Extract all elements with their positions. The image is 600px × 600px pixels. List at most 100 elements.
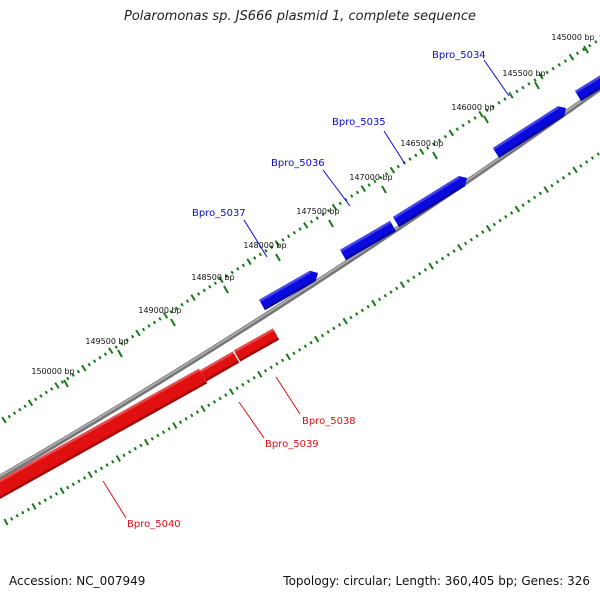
inner-ring-tick [514, 205, 521, 213]
Bpro_5036-gene[interactable] [392, 176, 467, 228]
outer-ring-tick [568, 53, 575, 61]
inner-ring-tick [596, 152, 600, 156]
inner-ring-tick [446, 253, 450, 257]
inner-ring-tick [82, 476, 87, 480]
Bpro_5037-gene[interactable] [259, 270, 318, 311]
outer-ring-tick [309, 219, 314, 224]
inner-ring-tick [26, 507, 31, 512]
scale-label: 148500 bp [191, 273, 234, 282]
outer-ring-tick [478, 110, 484, 118]
outer-ring-tick [103, 352, 108, 356]
inner-ring-tick [139, 443, 143, 448]
inner-ring-tick [167, 427, 171, 431]
inner-ring-tick [371, 299, 377, 307]
inner-ring-tick [504, 214, 508, 219]
outer-ring-tick [331, 203, 338, 211]
outer-ring-tick [515, 89, 519, 94]
inner-ring-tick [66, 485, 70, 490]
Bpro_5038-gene[interactable] [233, 328, 280, 362]
outer-ring-tick [355, 190, 360, 195]
scale-leader-tick [381, 185, 387, 194]
inner-ring-tick [285, 353, 291, 361]
Bpro_5036-part-gene[interactable] [339, 220, 397, 261]
Bpro_5039-gene[interactable] [199, 351, 240, 382]
scale-label: 148000 bp [243, 241, 286, 250]
inner-ring-tick [190, 413, 194, 418]
inner-ring-tick [31, 503, 37, 510]
outer-ring-tick [497, 101, 501, 105]
Bpro_5034-gene[interactable] [574, 75, 600, 102]
Bpro_5034-shade [579, 86, 600, 102]
outer-ring-tick [274, 240, 280, 247]
scale-label: 145500 bp [502, 69, 545, 78]
Bpro_5035-highlight [492, 106, 560, 151]
outer-ring-tick [264, 249, 268, 253]
scale-label: 149500 bp [85, 337, 128, 346]
gene-label: Bpro_5034 [432, 50, 486, 61]
outer-ring-tick [503, 97, 507, 101]
scale-label: 146500 bp [400, 139, 443, 148]
inner-ring-tick [298, 347, 302, 352]
gene-leader-line [243, 219, 268, 258]
outer-ring-tick [141, 327, 146, 332]
inner-ring-tick [10, 517, 14, 521]
outer-ring-tick [230, 270, 234, 275]
inner-ring-tick [366, 304, 370, 309]
outer-ring-tick [473, 116, 477, 120]
inner-ring-tick [77, 479, 81, 483]
outer-ring-tick [76, 369, 81, 374]
inner-ring-tick [54, 492, 59, 496]
inner-ring-tick [161, 430, 166, 434]
Bpro_5039-shade [204, 360, 240, 382]
outer-ring-tick [414, 153, 418, 158]
outer-ring-tick [185, 299, 190, 303]
gene-label: Bpro_5037 [192, 208, 246, 219]
summary-label: Topology: circular; Length: 360,405 bp; … [283, 574, 590, 588]
outer-ring-tick [241, 263, 246, 268]
inner-ring-tick [383, 293, 387, 298]
Bpro_5035-gene[interactable] [492, 106, 566, 159]
inner-ring-tick [320, 333, 325, 338]
inner-ring-tick [15, 514, 19, 518]
scale-leader-tick [328, 219, 334, 228]
inner-ring-tick [128, 450, 132, 454]
inner-ring-tick [509, 211, 514, 215]
scale-leader-tick [170, 318, 176, 327]
outer-ring-tick [545, 70, 549, 75]
outer-ring-tick [218, 276, 224, 284]
outer-ring-tick [208, 285, 212, 289]
outer-ring-tick [461, 123, 465, 128]
inner-ring-tick [184, 416, 188, 421]
outer-ring-tick [491, 104, 495, 109]
Bpro_5036-part-highlight [339, 220, 392, 252]
outer-ring-tick [66, 376, 70, 381]
Bpro_5040-shade [0, 381, 208, 499]
outer-ring-tick [135, 329, 141, 337]
inner-ring-tick [527, 199, 531, 204]
outer-ring-tick [54, 382, 60, 389]
inner-ring-tick [269, 365, 273, 370]
forward-genes [259, 75, 600, 311]
gene-leader-line [238, 401, 265, 439]
inner-ring-tick [195, 410, 200, 414]
inner-ring-tick [337, 322, 342, 327]
outer-ring-tick [321, 212, 325, 217]
outer-ring-tick [327, 208, 331, 213]
gene-leader-line [383, 130, 406, 165]
inner-ring-tick [87, 471, 93, 479]
outer-ring-tick [437, 138, 442, 143]
inner-ring-tick [43, 498, 47, 502]
inner-ring-tick [111, 460, 115, 464]
inner-ring-tick [342, 317, 348, 325]
inner-ring-tick [275, 362, 279, 366]
inner-ring-tick [207, 403, 211, 408]
Bpro_5037-body [259, 270, 318, 311]
inner-ring-tick [59, 487, 65, 495]
outer-ring-tick [18, 407, 22, 412]
Bpro_5040-gene[interactable] [0, 368, 208, 500]
scale-leader-tick [432, 151, 438, 160]
inner-ring-tick [133, 446, 137, 451]
Bpro_5034-highlight [574, 75, 600, 94]
scale-label: 147000 bp [349, 173, 392, 182]
outer-ring-tick [23, 404, 27, 409]
